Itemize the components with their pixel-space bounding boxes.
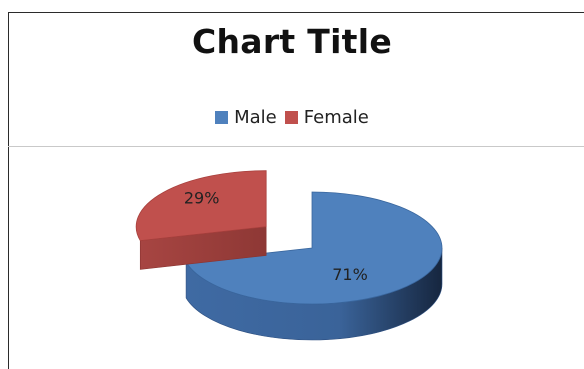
- pie-group: 71% 29%: [135, 170, 443, 341]
- legend-item-male: Male: [215, 107, 277, 128]
- pie-slice-female: [135, 170, 267, 242]
- chart-title: Chart Title: [191, 22, 393, 61]
- legend-label-male: Male: [234, 107, 277, 128]
- legend: Male Female: [0, 107, 584, 128]
- legend-swatch-male: [215, 111, 229, 124]
- slice-label-female: 29%: [184, 188, 220, 207]
- plot-divider: [8, 146, 584, 147]
- pie-slice-male: [185, 191, 443, 305]
- top-strip: [0, 0, 584, 12]
- legend-label-female: Female: [303, 107, 369, 128]
- legend-item-female: Female: [284, 107, 369, 128]
- slice-label-male: 71%: [332, 265, 368, 284]
- legend-swatch-female: [284, 111, 298, 124]
